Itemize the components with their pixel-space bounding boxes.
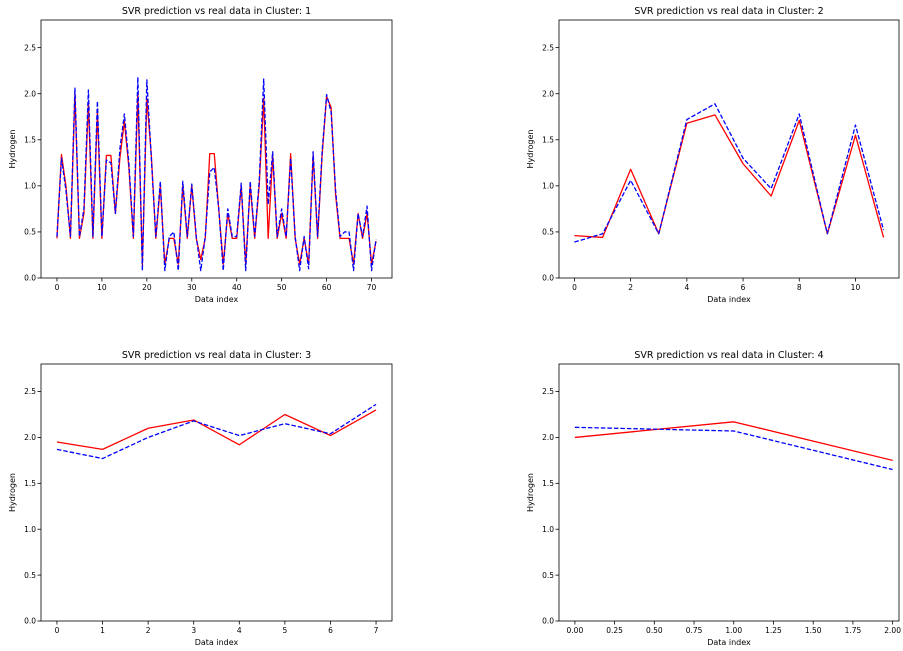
y-tick-label: 1.5: [24, 135, 36, 144]
x-tick-label: 1: [100, 626, 105, 635]
chart-title: SVR prediction vs real data in Cluster: …: [122, 6, 311, 17]
x-tick-label: 7: [374, 626, 379, 635]
x-tick-label: 0: [55, 626, 60, 635]
series-line-solid: [574, 114, 885, 239]
y-tick-label: 0.0: [24, 617, 36, 626]
x-tick-label: 30: [187, 283, 197, 292]
series-line-dashed: [56, 76, 377, 272]
y-tick-label: 2.0: [24, 433, 36, 442]
subplot-cluster-3: 0 1 2 3 4 5 6 7 0.0 0.5 1.0 1.5 2.0 2.5 SVR prediction…: [8, 350, 393, 647]
y-tick-label: 0.0: [24, 274, 36, 283]
y-tick-label: 2.5: [542, 43, 554, 52]
y-tick-label: 0.5: [542, 571, 554, 580]
x-axis-label: Data index: [195, 638, 239, 647]
x-tick-label: 6: [328, 626, 333, 635]
series-line-dashed: [56, 403, 377, 460]
chart-title: SVR prediction vs real data in Cluster: …: [634, 6, 823, 17]
x-tick-label: 8: [797, 283, 802, 292]
x-tick-label: 60: [322, 283, 332, 292]
y-tick-label: 0.5: [24, 228, 36, 237]
x-tick-label: 0.75: [686, 626, 703, 635]
x-tick-label: 2: [628, 283, 633, 292]
x-tick-label: 70: [367, 283, 377, 292]
x-tick-label: 3: [191, 626, 196, 635]
y-tick-label: 0.0: [542, 274, 554, 283]
y-tick-label: 2.0: [24, 89, 36, 98]
series-line-solid: [574, 421, 893, 462]
y-axis-label: Hydrogen: [526, 130, 535, 169]
x-tick-label: 2: [146, 626, 151, 635]
x-tick-label: 0.50: [646, 626, 663, 635]
x-tick-label: 6: [741, 283, 746, 292]
y-tick-label: 1.5: [24, 479, 36, 488]
x-tick-label: 1.00: [725, 626, 742, 635]
y-tick-label: 1.0: [24, 525, 36, 534]
y-axis-label: Hydrogen: [8, 130, 17, 169]
x-tick-label: 10: [851, 283, 861, 292]
y-tick-label: 0.5: [24, 571, 36, 580]
x-tick-label: 40: [232, 283, 242, 292]
y-tick-label: 1.5: [542, 135, 554, 144]
x-tick-label: 50: [277, 283, 287, 292]
series-line-dashed: [574, 103, 885, 243]
x-tick-label: 4: [684, 283, 689, 292]
y-tick-label: 0.0: [542, 617, 554, 626]
x-tick-label: 4: [237, 626, 242, 635]
x-tick-label: 0: [55, 283, 60, 292]
y-tick-label: 2.0: [542, 433, 554, 442]
axes-frame: [558, 363, 900, 622]
y-tick-label: 2.5: [542, 387, 554, 396]
y-axis-label: Hydrogen: [526, 473, 535, 512]
y-tick-label: 2.5: [24, 387, 36, 396]
y-axis-label: Hydrogen: [8, 473, 17, 512]
x-tick-label: 0.25: [606, 626, 623, 635]
y-tick-label: 2.5: [24, 43, 36, 52]
y-tick-label: 1.5: [542, 479, 554, 488]
y-tick-label: 1.0: [24, 182, 36, 191]
x-tick-label: 10: [97, 283, 107, 292]
axes-frame: [40, 19, 393, 279]
axes-frame: [558, 19, 900, 279]
x-tick-label: 5: [282, 626, 287, 635]
x-tick-label: 1.75: [845, 626, 862, 635]
chart-title: SVR prediction vs real data in Cluster: …: [122, 350, 311, 361]
subplot-cluster-1: 0 10 20 30 40 50 60 70 0.0 0.5 1.0 1.5 2.0 2.5 SVR pre…: [8, 6, 393, 304]
x-tick-label: 1.50: [805, 626, 822, 635]
axes-frame: [40, 363, 393, 622]
y-tick-label: 0.5: [542, 228, 554, 237]
x-axis-label: Data index: [707, 295, 751, 304]
x-tick-label: 2.00: [884, 626, 901, 635]
series-line-solid: [56, 409, 377, 451]
series-line-dashed: [574, 426, 893, 471]
y-tick-label: 1.0: [542, 182, 554, 191]
x-tick-label: 0: [572, 283, 577, 292]
y-tick-label: 1.0: [542, 525, 554, 534]
subplot-cluster-4: 0.00 0.25 0.50 0.75 1.00 1.25 1.50 1.75 2.00 0.0 0…: [526, 350, 901, 647]
y-tick-label: 2.0: [542, 89, 554, 98]
x-tick-label: 0.00: [567, 626, 584, 635]
subplot-cluster-2: 0 2 4 6 8 10 0.0 0.5 1.0 1.5 2.0 2.5 SVR prediction …: [526, 6, 900, 304]
chart-title: SVR prediction vs real data in Cluster: …: [634, 350, 823, 361]
x-axis-label: Data index: [707, 638, 751, 647]
x-axis-label: Data index: [195, 295, 239, 304]
x-tick-label: 20: [142, 283, 152, 292]
x-tick-label: 1.25: [765, 626, 782, 635]
